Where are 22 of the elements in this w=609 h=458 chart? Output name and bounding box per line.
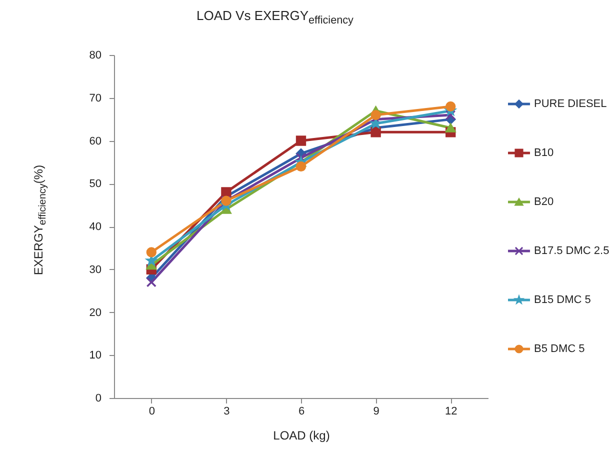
y-tick-label: 10: [89, 350, 102, 362]
y-tick-label: 70: [89, 92, 102, 104]
legend-label: B15 DMC 5: [534, 294, 591, 306]
x-tick-label: 0: [148, 406, 155, 418]
x-tick-label: 12: [444, 406, 458, 418]
chart-title: LOAD Vs EXERGY$_{efficiency}$: [196, 8, 354, 27]
y-tick-label: 80: [89, 50, 102, 62]
y-tick-label: 60: [89, 135, 102, 148]
x-tick-label: 9: [373, 406, 380, 418]
x-tick-label: 6: [298, 406, 305, 418]
y-tick-label: 40: [89, 221, 102, 233]
legend-label: PURE DIESEL: [534, 98, 607, 110]
y-tick-label: 50: [89, 178, 102, 190]
legend-label: B5 DMC 5: [534, 343, 585, 355]
y-tick-label: 20: [89, 306, 102, 319]
legend-label: B10: [534, 147, 554, 159]
y-tick-label: 0: [95, 392, 102, 404]
y-tick-label: 30: [89, 264, 102, 276]
x-tick-label: 3: [224, 406, 230, 418]
legend-label: B17.5 DMC 2.5: [534, 245, 609, 257]
x-axis-title: LOAD (kg): [273, 428, 330, 442]
legend-label: B20: [534, 196, 554, 208]
